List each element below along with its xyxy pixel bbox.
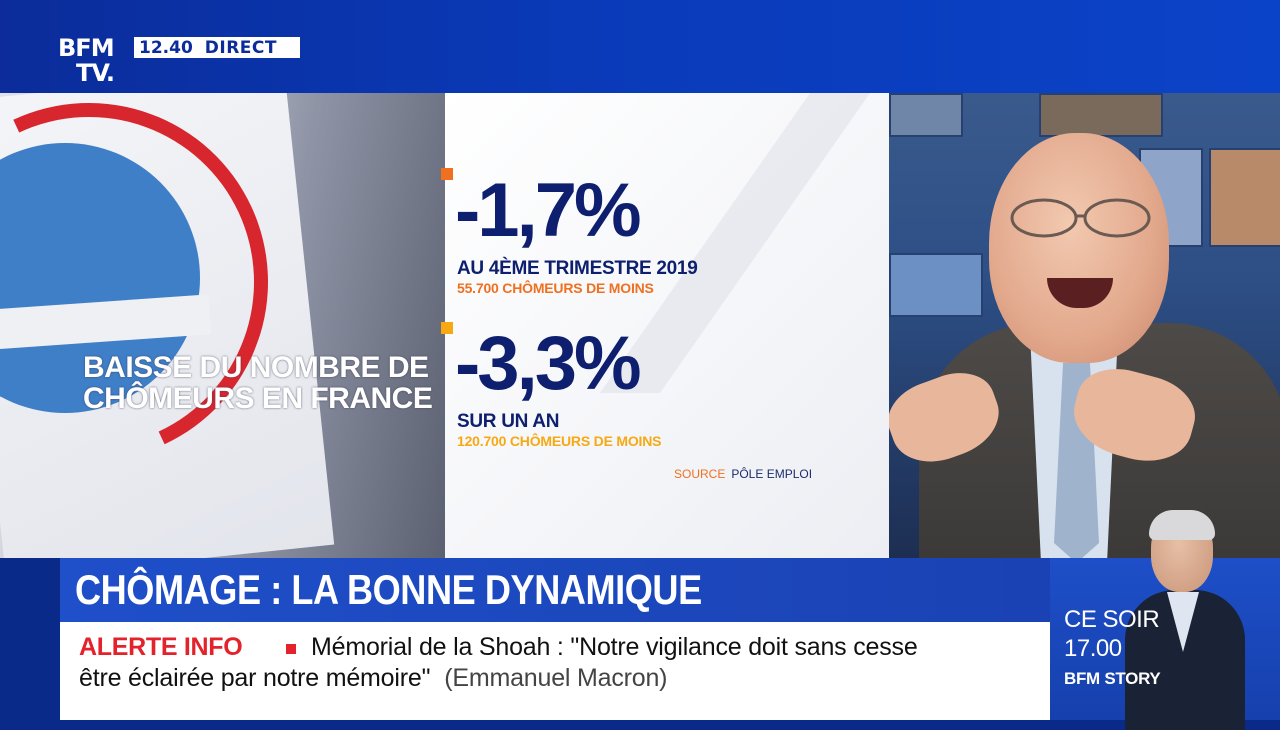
stat1-label: AU 4ÈME TRIMESTRE 2019 [457, 258, 698, 279]
ticker-author: (Emmanuel Macron) [444, 664, 668, 692]
ticker-quote-end: être éclairée par notre mémoire" [79, 664, 431, 692]
promo-show-name: BFM STORY [1064, 669, 1161, 688]
studio-screen [889, 93, 963, 137]
studio-screen [1209, 148, 1280, 247]
promo-when: CE SOIR [1064, 606, 1160, 633]
studio-video-feed [889, 93, 1280, 558]
presenter-glasses [1010, 198, 1151, 238]
stats-panel [445, 93, 889, 558]
presenter-head [989, 133, 1169, 363]
promo-anchor-photo [1125, 510, 1245, 730]
promo-time: 17.00 [1064, 635, 1122, 662]
bfmtv-logo: BFM TV. [58, 36, 126, 88]
live-indicator: 12.40 DIRECT [134, 37, 300, 58]
stat1-value: -1,7% [455, 168, 642, 253]
ticker-text-line2: être éclairée par notre mémoire" (Emmanue… [79, 664, 668, 693]
source-value: PÔLE EMPLOI [731, 467, 813, 481]
stat2-detail: 120.700 CHÔMEURS DE MOINS [457, 433, 662, 449]
logo-line1: BFM [58, 34, 115, 62]
stat1-marker [441, 168, 453, 180]
headline-banner-title: CHÔMAGE : LA BONNE DYNAMIQUE [75, 566, 702, 613]
promo-anchor-hair [1149, 510, 1215, 540]
studio-screen [1039, 93, 1163, 137]
stat2-value: -3,3% [455, 321, 642, 406]
clock-time: 12.40 [139, 37, 193, 58]
headline-banner [60, 558, 1050, 622]
stat1-detail: 55.700 CHÔMEURS DE MOINS [457, 280, 654, 296]
stat2-label: SUR UN AN [457, 411, 560, 432]
ticker-text-line1: Mémorial de la Shoah : "Notre vigilance … [311, 633, 918, 661]
stat2-marker [441, 322, 453, 334]
logo-line2: TV. [76, 59, 115, 87]
pole-emploi-photo [0, 93, 445, 558]
source-label: SOURCE [674, 467, 726, 481]
news-ticker [60, 622, 1050, 720]
ticker-alert-marker [286, 644, 296, 654]
live-label: DIRECT [204, 37, 277, 58]
graphic-headline: BAISSE DU NOMBRE DE CHÔMEURS EN FRANCE [83, 351, 433, 415]
ticker-alert-label: ALERTE INFO [79, 633, 243, 661]
panel-watermark [599, 93, 871, 393]
studio-screen [889, 253, 983, 317]
source-credit: SOURCE PÔLE EMPLOI [674, 467, 812, 481]
